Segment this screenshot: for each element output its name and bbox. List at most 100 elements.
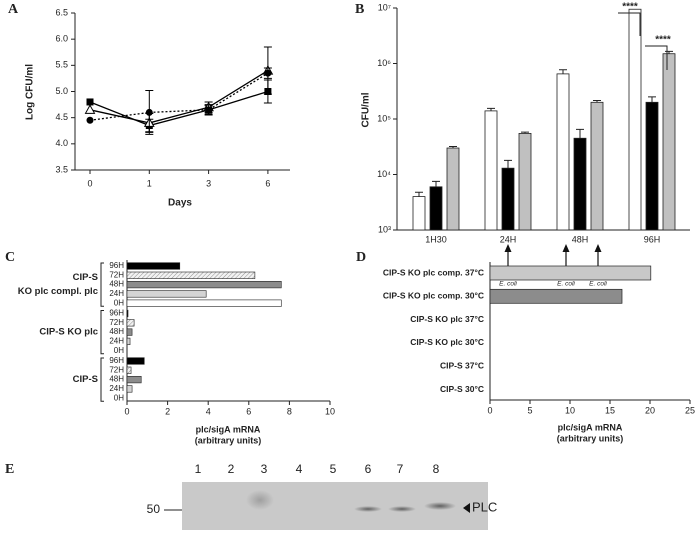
error-bar — [415, 191, 423, 197]
lane-label: 1 — [195, 462, 202, 476]
bar — [590, 101, 604, 231]
x-tick-label: 0 — [124, 406, 129, 416]
y-tick-label: 5.0 — [55, 86, 68, 96]
y-tick-label: 3.5 — [55, 164, 68, 174]
band-label: PLC — [472, 499, 497, 514]
category-label: CIP-S KO plc 37°C — [410, 314, 484, 324]
group-bracket — [100, 262, 104, 307]
bar — [126, 319, 135, 327]
y-tick-label: 5.5 — [55, 60, 68, 70]
panel-letter: A — [8, 2, 19, 17]
lane-label: 8 — [433, 462, 440, 476]
category-label: 72H — [109, 318, 124, 327]
x-axis-label: (arbitrary units) — [195, 435, 262, 445]
group-label: CIP-S — [73, 272, 98, 283]
category-label: CIP-S 37°C — [440, 360, 484, 370]
series-line — [89, 70, 269, 124]
arrow-head — [594, 244, 602, 252]
x-tick-label: 25 — [685, 405, 695, 415]
bar — [484, 110, 498, 231]
x-tick-label: 48H — [572, 234, 589, 244]
group-label: KO plc compl. plc — [18, 286, 98, 297]
y-tick-label: 10³ — [378, 224, 391, 234]
y-axis-label: Log CFU/ml — [25, 64, 36, 120]
x-tick-label: 8 — [287, 406, 292, 416]
x-tick-label: 15 — [605, 405, 615, 415]
bar — [126, 309, 129, 318]
group-bracket — [100, 357, 104, 402]
bar — [126, 357, 145, 365]
x-axis-label: (arbitrary units) — [557, 433, 624, 443]
category-label: 48H — [109, 327, 124, 336]
marker — [86, 116, 94, 124]
panel-letter: E — [5, 462, 14, 477]
marker — [145, 108, 153, 116]
y-tick-label: 10⁷ — [378, 2, 391, 12]
category-label: 72H — [109, 365, 124, 374]
x-tick-label: 6 — [246, 406, 251, 416]
category-label: 96H — [109, 261, 124, 270]
error-bar — [504, 159, 512, 169]
panel-letter: B — [355, 2, 364, 17]
category-label: 72H — [109, 270, 124, 279]
bar — [489, 288, 623, 304]
arrow-head — [562, 244, 570, 252]
lane-label: 2 — [228, 462, 235, 476]
marker — [84, 104, 96, 114]
category-label: 48H — [109, 280, 124, 289]
y-tick-label: 4.5 — [55, 112, 68, 122]
x-tick-label: 5 — [527, 405, 532, 415]
error-bar — [487, 107, 495, 111]
x-tick-label: 0 — [487, 405, 492, 415]
bar — [489, 265, 652, 281]
x-tick-label: 20 — [645, 405, 655, 415]
arrow-head — [504, 244, 512, 252]
category-label: 24H — [109, 384, 124, 393]
y-tick-label: 6.5 — [55, 7, 68, 17]
note: E. coli — [499, 281, 517, 288]
marker-label: 50 — [147, 502, 161, 516]
y-tick-label: 10⁶ — [377, 58, 391, 68]
series-line — [89, 72, 269, 121]
error-bar — [576, 128, 584, 139]
y-tick-label: 10⁴ — [377, 169, 391, 179]
x-axis-label: plc/sigA mRNA — [196, 424, 261, 434]
lane-label: 7 — [397, 462, 404, 476]
bar — [573, 137, 587, 231]
bar — [645, 101, 659, 231]
category-label: CIP-S 30°C — [440, 384, 484, 394]
bar — [556, 73, 570, 231]
x-tick-label: 24H — [500, 234, 517, 244]
bar — [412, 196, 426, 231]
category-label: 96H — [109, 309, 124, 318]
error-bar — [648, 96, 656, 103]
marker — [86, 98, 94, 106]
bar — [126, 280, 282, 289]
significance: **** — [655, 35, 671, 46]
category-label: 96H — [109, 356, 124, 365]
bar — [126, 271, 256, 279]
y-tick-label: 10⁵ — [377, 113, 391, 123]
bar — [126, 337, 131, 346]
bracket — [618, 12, 641, 36]
category-label: CIP-S KO plc comp. 30°C — [383, 291, 484, 301]
lane-label: 4 — [296, 462, 303, 476]
bar — [126, 290, 207, 298]
marker — [205, 106, 213, 114]
category-label: 48H — [109, 375, 124, 384]
x-tick-label: 3 — [206, 178, 211, 188]
bar — [518, 133, 532, 231]
bar — [662, 53, 676, 231]
lane-label: 6 — [365, 462, 372, 476]
significance: **** — [622, 2, 638, 13]
group-label: CIP-S — [73, 374, 98, 385]
note: E. coli — [589, 281, 607, 288]
x-tick-label: 6 — [265, 178, 270, 188]
group-bracket — [100, 310, 104, 355]
bracket — [645, 45, 668, 70]
category-label: 0H — [114, 346, 124, 355]
bar — [126, 385, 133, 393]
x-tick-label: 2 — [165, 406, 170, 416]
x-axis-label: plc/sigA mRNA — [558, 422, 623, 432]
